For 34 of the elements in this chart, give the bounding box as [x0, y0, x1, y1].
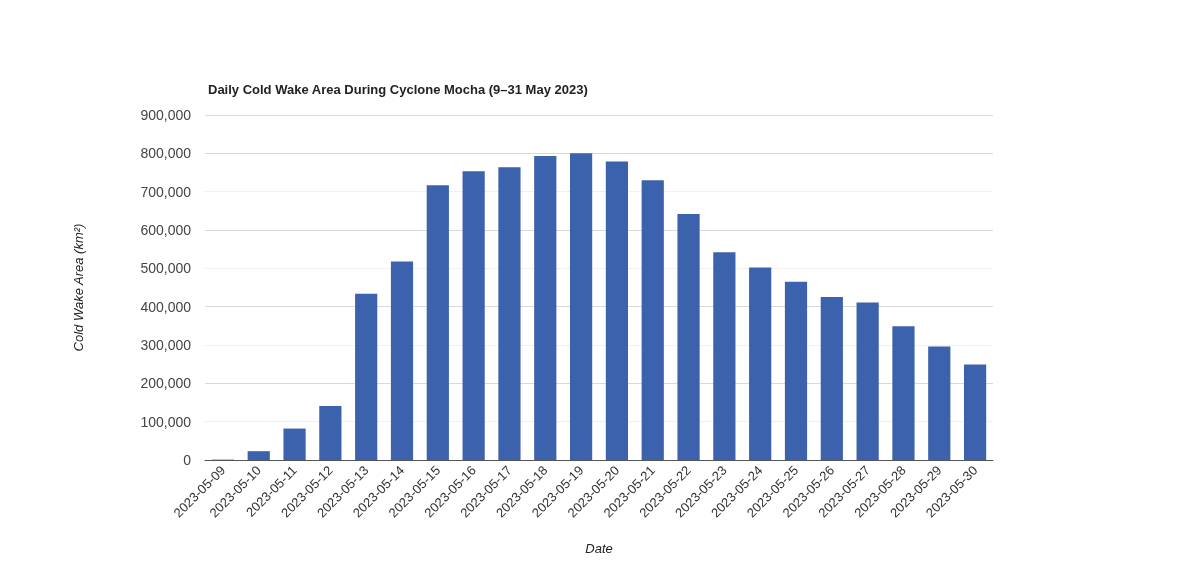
bar [355, 293, 378, 460]
bar [247, 451, 270, 460]
bar [749, 267, 772, 460]
y-tick-label: 700,000 [140, 183, 192, 200]
x-axis-title: Date [585, 541, 613, 556]
bar [319, 405, 342, 460]
bar [569, 153, 593, 460]
bar [641, 180, 664, 460]
y-tick-label: 300,000 [140, 337, 192, 353]
bar [534, 156, 557, 460]
bar [390, 261, 414, 460]
bar [462, 171, 485, 460]
y-tick-label: 800,000 [140, 145, 192, 162]
y-tick-label: 600,000 [140, 222, 192, 238]
y-tick-label: 500,000 [140, 260, 192, 277]
bar [820, 297, 843, 460]
bar [892, 326, 915, 460]
bar [426, 185, 449, 460]
bar [498, 167, 521, 460]
chart-title: Daily Cold Wake Area During Cyclone Mocha (9–31 May 2023) [208, 82, 588, 97]
y-tick-label: 200,000 [140, 375, 192, 392]
y-tick-label: 400,000 [140, 298, 192, 315]
bar [713, 252, 736, 460]
y-axis-title: Cold Wake Area (km²) [71, 223, 86, 352]
bar [605, 161, 629, 460]
bar [784, 281, 808, 460]
bar [963, 364, 987, 460]
bar [928, 346, 951, 460]
bar [856, 302, 879, 460]
y-tick-label: 900,000 [140, 107, 192, 123]
y-tick-label: 100,000 [140, 413, 192, 430]
bar [677, 213, 700, 460]
bar [283, 428, 306, 460]
y-tick-label: 0 [183, 452, 192, 468]
